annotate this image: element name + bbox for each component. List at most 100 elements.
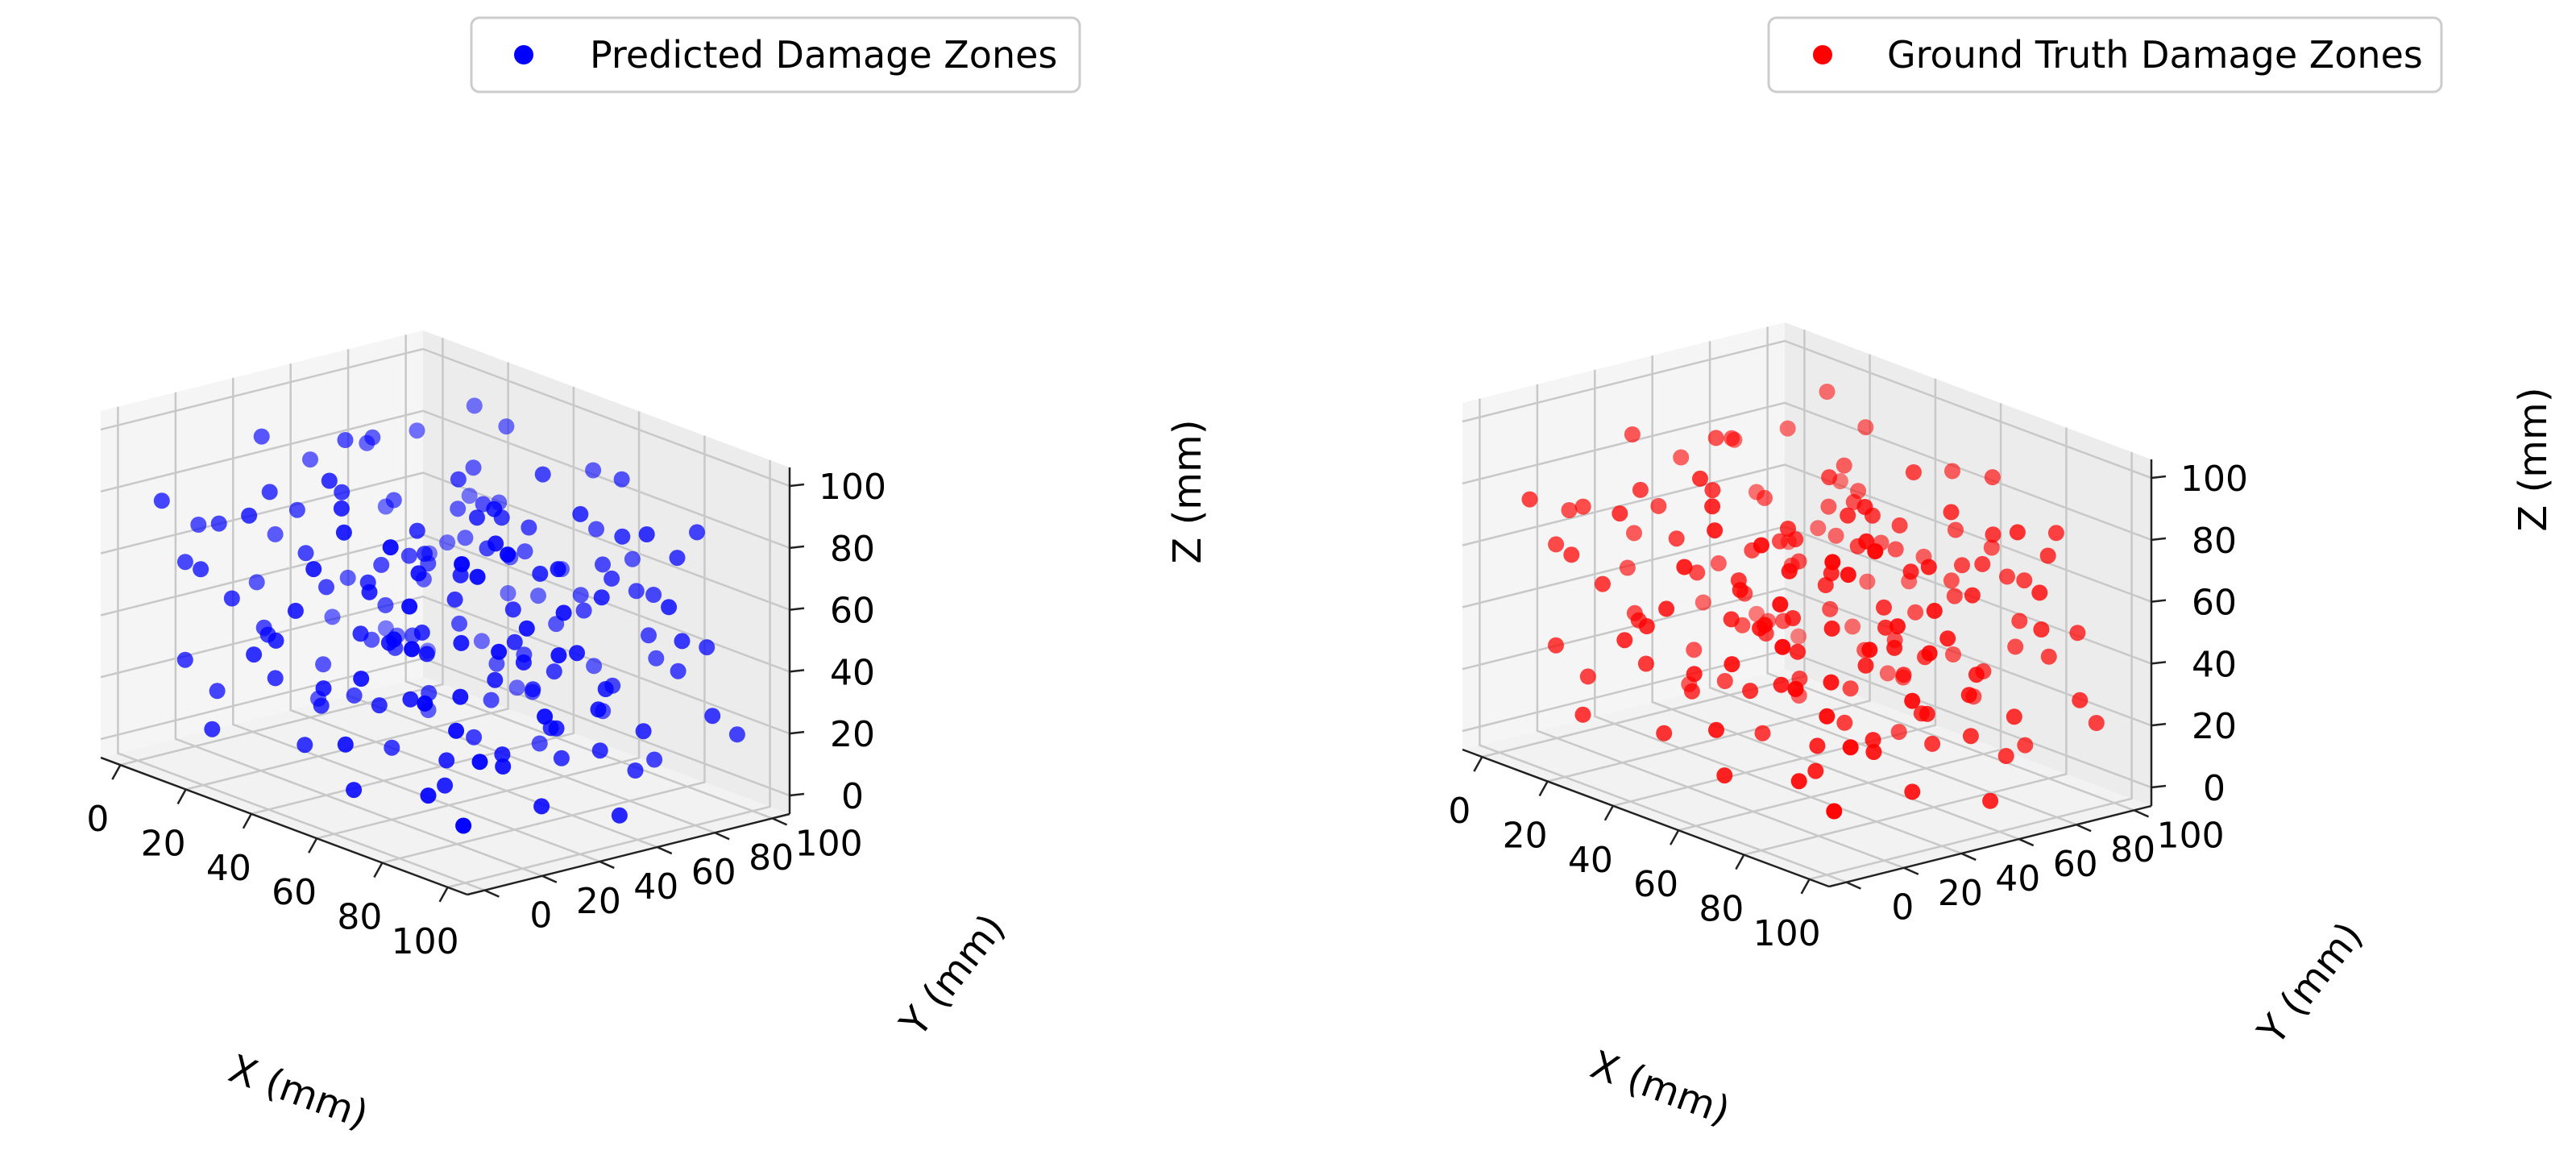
data-point: [364, 429, 381, 446]
data-point: [575, 602, 592, 619]
data-point: [210, 515, 227, 532]
data-point: [268, 632, 284, 649]
y-tick-label: 100: [795, 823, 863, 864]
data-point: [669, 550, 686, 567]
data-point: [613, 471, 630, 488]
x-axis-line: [100, 756, 468, 896]
y-gridline: [1651, 355, 2020, 841]
data-point: [1708, 721, 1724, 738]
data-point: [1757, 617, 1773, 633]
data-point: [488, 655, 505, 672]
data-point: [699, 639, 716, 656]
data-point: [487, 671, 504, 688]
x-tick-label: 20: [1503, 816, 1548, 857]
data-point: [1638, 618, 1655, 634]
data-point: [2016, 572, 2033, 589]
data-point: [461, 488, 478, 505]
data-point: [401, 598, 418, 615]
y-gridline: [289, 363, 658, 849]
data-point: [1926, 602, 1943, 619]
data-point: [1948, 521, 1964, 538]
data-point: [176, 651, 193, 668]
data-point: [1772, 533, 1788, 550]
z-gridline: [100, 595, 790, 735]
x-tick: [176, 788, 187, 805]
data-point: [1716, 673, 1733, 689]
data-point: [548, 720, 565, 737]
data-point: [1889, 618, 1906, 635]
data-point: [384, 739, 400, 756]
data-point: [1960, 687, 1977, 704]
x-gridline: [447, 459, 771, 889]
z-tick: [789, 483, 805, 488]
data-point: [1865, 744, 1882, 760]
data-point: [638, 526, 655, 542]
data-point: [1822, 600, 1839, 617]
data-point: [1827, 527, 1844, 544]
x-tick-label: 80: [337, 897, 382, 938]
data-point: [1954, 557, 1970, 574]
data-point: [500, 585, 516, 601]
data-point: [572, 505, 589, 522]
data-point: [346, 687, 363, 704]
y-tick-label: 60: [2053, 844, 2098, 885]
y-tick: [2134, 809, 2150, 818]
ground-truth-points: [1521, 384, 2105, 820]
x-tick: [308, 837, 318, 854]
y-gridline: [117, 406, 485, 891]
data-point: [418, 646, 435, 662]
data-point: [438, 752, 455, 769]
z-tick-label: 100: [819, 467, 886, 508]
data-point: [674, 633, 691, 650]
data-point: [1561, 502, 1578, 518]
data-point: [614, 528, 631, 545]
y-tick-label: 0: [1891, 887, 1914, 928]
data-point: [1887, 541, 1904, 558]
data-point: [1964, 587, 1981, 604]
data-point: [1785, 610, 1801, 626]
data-point: [1724, 430, 1740, 447]
data-point: [1826, 803, 1843, 820]
data-point: [1836, 714, 1853, 731]
data-point: [297, 545, 314, 562]
data-point: [1879, 665, 1896, 682]
data-point: [385, 631, 402, 648]
z-tick-label: 40: [830, 652, 875, 693]
z-tick: [2151, 537, 2167, 542]
data-point: [728, 726, 745, 743]
data-point: [1997, 748, 2014, 764]
x-gridline: [316, 411, 641, 840]
data-point: [1548, 637, 1564, 654]
data-point: [1624, 426, 1641, 442]
data-point: [409, 422, 425, 439]
data-point: [318, 579, 334, 596]
y-tick: [1903, 866, 1919, 875]
data-point: [176, 554, 193, 571]
data-point: [2031, 584, 2048, 601]
y-gridline: [174, 392, 543, 877]
legend-marker: [1813, 45, 1832, 64]
data-point: [1842, 680, 1859, 697]
z-tick: [789, 730, 805, 735]
data-point: [516, 543, 533, 560]
y-tick: [2076, 824, 2092, 833]
y-tick: [772, 817, 788, 826]
data-point: [204, 721, 221, 737]
data-point: [2009, 524, 2026, 541]
data-point: [611, 807, 628, 824]
data-point: [253, 428, 270, 445]
x-gridline: [1744, 427, 2068, 856]
data-point: [404, 641, 421, 658]
data-point: [1861, 642, 1878, 658]
z-gridline: [100, 347, 790, 488]
data-point: [1779, 420, 1796, 437]
data-point: [572, 587, 589, 604]
data-point: [305, 561, 322, 578]
data-point: [455, 817, 472, 834]
x-tick-label: 40: [206, 848, 251, 889]
data-point: [486, 501, 503, 517]
data-point: [1945, 646, 1961, 662]
data-point: [2011, 613, 2028, 629]
data-point: [1809, 737, 1826, 754]
data-point: [1876, 599, 1892, 616]
